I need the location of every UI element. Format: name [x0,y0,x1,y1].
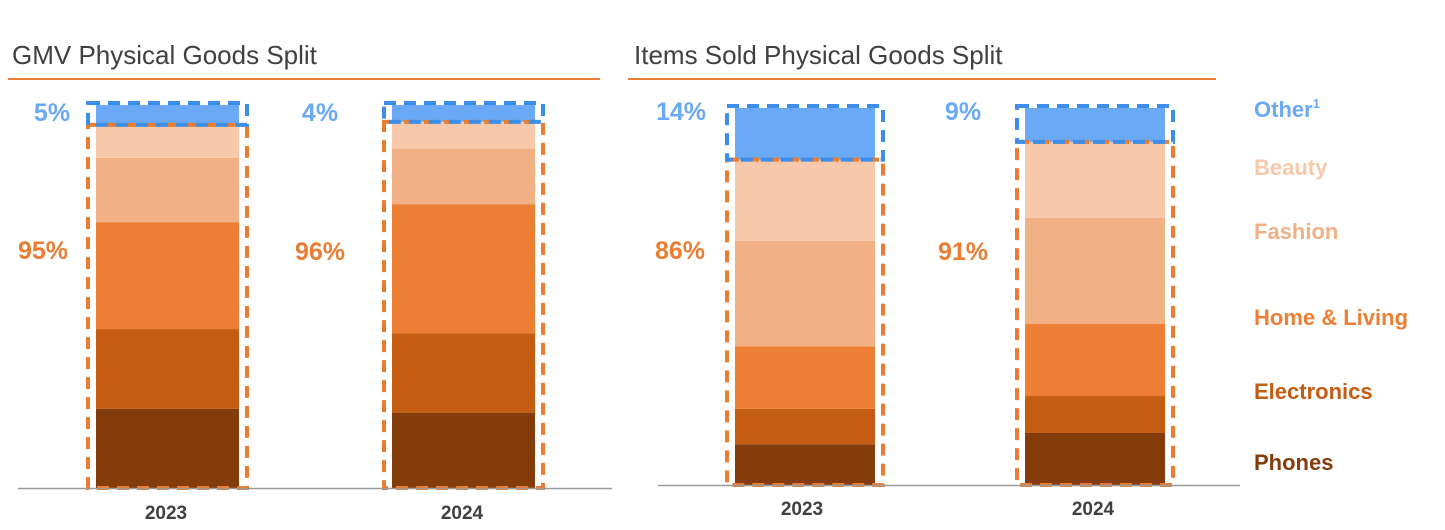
bar-segment-fashion [1025,217,1165,325]
bar-segment-beauty [96,124,239,158]
bar-segment-electronics [392,333,535,413]
bar-segment-phones [735,444,875,485]
bar-segment-home-living [735,346,875,409]
core-outline-box [725,157,885,488]
chart-title-items: Items Sold Physical Goods Split [634,40,1003,70]
bar-segment-phones [392,412,535,488]
bar-segment-electronics [1025,396,1165,433]
legend-item-fashion: Fashion [1254,219,1338,244]
bar-segment-phones [96,408,239,488]
legend-item-electronics: Electronics [1254,379,1373,404]
other-outline-box [382,101,545,124]
legend-item-other: Other1 [1254,96,1320,122]
bar-segment-home-living [392,204,535,334]
bar-segment-beauty [735,159,875,241]
legend-item-beauty: Beauty [1254,155,1328,180]
x-tick-label: 2023 [145,503,187,524]
bar-segment-electronics [735,408,875,445]
core-pct-label: 96% [295,238,345,266]
bar-segment-other [96,105,239,125]
core-pct-label: 86% [655,237,705,265]
legend: Other1 Beauty Fashion Home & Living Elec… [1254,96,1408,475]
core-outline-box [1015,139,1175,487]
core-pct-label: 91% [938,238,988,266]
other-pct-label: 9% [945,98,981,126]
legend-item-phones: Phones [1254,450,1333,475]
other-pct-label: 14% [656,98,706,126]
other-outline-box [86,101,249,127]
bar-segment-other [392,105,535,122]
x-tick-label: 2024 [1072,499,1115,520]
bar-segment-phones [1025,432,1165,485]
bar-segment-beauty [392,121,535,149]
bar-segment-other [735,108,875,160]
bars-gmv [86,101,545,491]
chart-title-gmv: GMV Physical Goods Split [12,40,318,70]
bar-segment-fashion [392,148,535,205]
bar-segment-beauty [1025,141,1165,218]
legend-item-home-living: Home & Living [1254,305,1408,330]
bar-segment-home-living [96,222,239,330]
core-pct-label: 95% [18,237,68,265]
bar-segment-fashion [96,157,239,223]
bar-segment-fashion [735,240,875,347]
bar-segment-other [1025,108,1165,142]
bars-items [725,104,1175,488]
other-outline-box [725,104,885,162]
other-pct-label: 4% [302,99,338,127]
bar-segment-home-living [1025,324,1165,397]
bar-segment-electronics [96,329,239,409]
other-outline-box [1015,104,1175,144]
x-tick-label: 2023 [781,499,823,520]
x-tick-label: 2024 [441,503,484,524]
other-pct-label: 5% [34,99,70,127]
